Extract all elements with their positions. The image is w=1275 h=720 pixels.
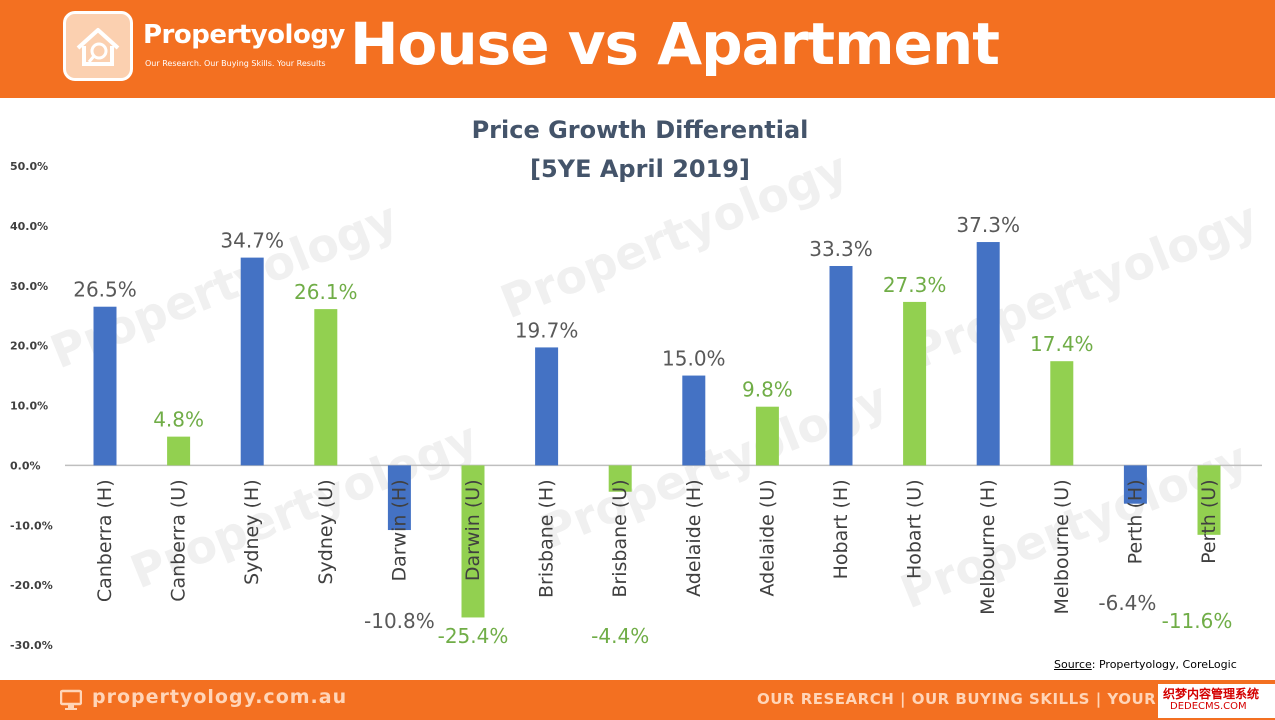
bar-sydney-h xyxy=(240,257,264,466)
category-label: Perth (U) xyxy=(1198,479,1220,564)
value-label: -11.6% xyxy=(1162,609,1233,633)
y-tick-label: 40.0% xyxy=(10,220,48,233)
chart-subtitle: [5YE April 2019] xyxy=(530,155,750,183)
value-label: 15.0% xyxy=(662,347,726,371)
footer-banner: propertyology.com.au OUR RESEARCH | OUR … xyxy=(0,680,1275,720)
y-tick-label: -10.0% xyxy=(10,519,53,532)
y-tick-label: 50.0% xyxy=(10,160,48,173)
value-label: 17.4% xyxy=(1030,332,1094,356)
site-watermark xyxy=(1158,684,1275,718)
source-text: : Propertyology, CoreLogic xyxy=(1091,658,1237,671)
value-label: 27.3% xyxy=(883,273,947,297)
category-label: Hobart (U) xyxy=(904,479,926,579)
bars xyxy=(93,242,1221,618)
bar-canberra-h xyxy=(93,306,117,466)
source-note: Source: Propertyology, CoreLogic xyxy=(1054,658,1237,671)
category-label: Darwin (H) xyxy=(388,479,410,581)
brand-name: Propertyology xyxy=(143,20,345,50)
category-label: Darwin (U) xyxy=(462,479,484,581)
value-label: 26.1% xyxy=(294,280,358,304)
header-banner: Propertyology Our Research. Our Buying S… xyxy=(0,0,1275,98)
logo-icon xyxy=(63,11,133,81)
bar-perth-u xyxy=(1197,465,1221,535)
category-label: Sydney (H) xyxy=(241,479,263,585)
chart-watermarks: Propertyology Propertyology PropertyologyP… xyxy=(43,141,1265,619)
monitor-icon xyxy=(60,689,82,710)
y-tick-label: 10.0% xyxy=(10,400,48,413)
source-label: Source xyxy=(1054,658,1092,671)
category-label: Perth (H) xyxy=(1124,479,1146,564)
footer-slogan: OUR RESEARCH | OUR BUYING SKILLS | YOUR … xyxy=(757,690,1185,708)
value-label: 26.5% xyxy=(73,278,137,302)
value-label: 37.3% xyxy=(956,213,1020,237)
y-tick-label: -20.0% xyxy=(10,579,53,592)
category-label: Adelaide (U) xyxy=(756,479,778,596)
value-label: -25.4% xyxy=(438,624,509,648)
category-label: Brisbane (H) xyxy=(536,479,558,598)
category-label: Melbourne (U) xyxy=(1051,479,1073,614)
category-label: Canberra (U) xyxy=(168,479,190,601)
site-watermark-line1: 织梦内容管理系统 xyxy=(1163,687,1260,701)
value-label: -4.4% xyxy=(591,624,649,648)
bar-melbourne-u xyxy=(1050,361,1074,466)
bar-adelaide-h xyxy=(682,375,706,466)
bar-hobart-u xyxy=(903,301,927,466)
value-label: 4.8% xyxy=(153,408,204,432)
bar-darwin-u xyxy=(461,465,485,618)
bar-canberra-u xyxy=(167,436,191,466)
category-label: Melbourne (H) xyxy=(977,479,999,614)
value-label: 19.7% xyxy=(515,318,579,342)
bar-melbourne-h xyxy=(976,242,1000,466)
value-label: 9.8% xyxy=(742,378,793,402)
category-label: Hobart (H) xyxy=(830,479,852,579)
value-label: -6.4% xyxy=(1098,591,1156,615)
category-label: Brisbane (U) xyxy=(609,479,631,597)
site-watermark-line2: DEDECMS.COM xyxy=(1170,701,1247,712)
value-label: 33.3% xyxy=(809,237,873,261)
bar-hobart-h xyxy=(829,265,853,466)
y-tick-label: 0.0% xyxy=(10,459,41,472)
category-labels: Canberra (H) Canberra (U) Sydney (H) Sydney… xyxy=(94,479,1220,614)
house-magnifier-icon xyxy=(76,28,120,66)
bar-perth-h xyxy=(1123,465,1147,504)
page-title: House vs Apartment xyxy=(350,10,1000,78)
brand-tagline: Our Research. Our Buying Skills. Your Re… xyxy=(145,59,326,68)
chart-title: Price Growth Differential xyxy=(472,116,809,144)
value-label: -10.8% xyxy=(364,609,435,633)
category-label: Canberra (H) xyxy=(94,479,116,602)
bar-sydney-u xyxy=(314,309,338,466)
bar-adelaide-u xyxy=(755,406,779,466)
category-label: Adelaide (H) xyxy=(683,479,705,597)
bar-darwin-h xyxy=(387,465,411,531)
bar-brisbane-h xyxy=(535,347,559,466)
footer-url-link[interactable]: propertyology.com.au xyxy=(92,686,348,708)
y-axis: 50.0% 40.0% 30.0% 20.0% 10.0% 0.0% -10.0% -20.0… xyxy=(10,160,53,652)
category-label: Sydney (U) xyxy=(315,479,337,584)
value-labels: 26.5% 4.8% 34.7% 26.1% -10.8%-25.4% 19.7% -4.4… xyxy=(73,213,1232,648)
y-tick-label: 30.0% xyxy=(10,280,48,293)
value-label: 34.7% xyxy=(220,229,284,253)
y-tick-label: -30.0% xyxy=(10,639,53,652)
y-tick-label: 20.0% xyxy=(10,340,48,353)
bar-brisbane-u xyxy=(608,465,632,492)
